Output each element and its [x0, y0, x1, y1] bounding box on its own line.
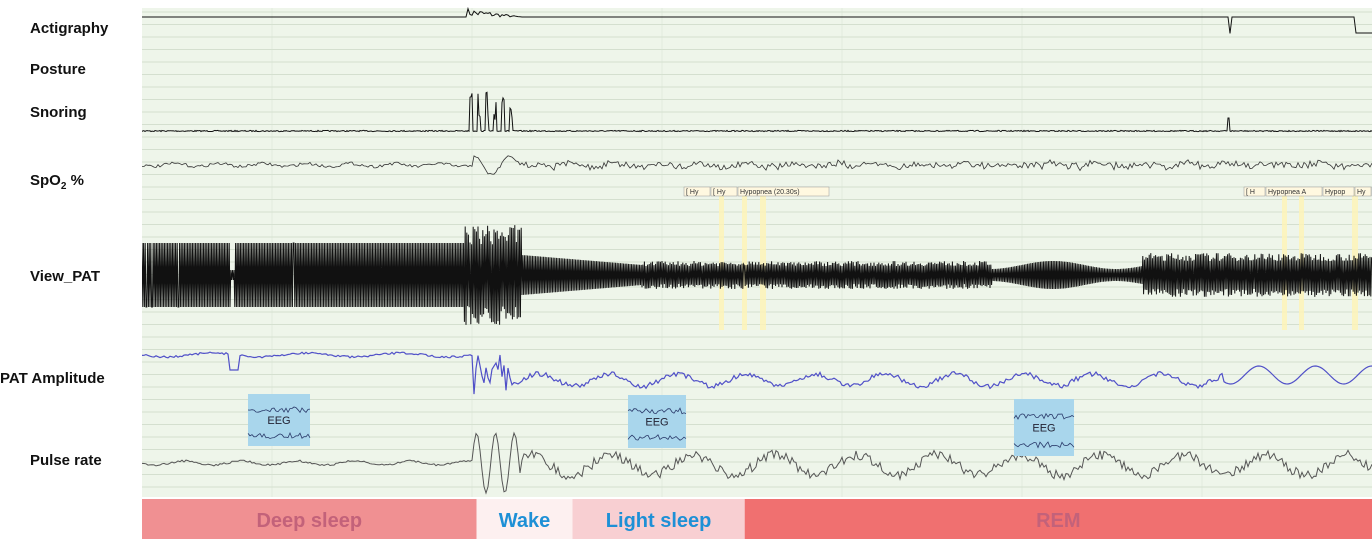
- eeg-trace: [247, 406, 311, 414]
- hypnogram-stage-label: Light sleep: [606, 510, 712, 532]
- hypnogram-stage-label: Deep sleep: [256, 510, 362, 532]
- event-tag: [1265, 186, 1323, 197]
- event-tag: [1243, 186, 1266, 197]
- event-marker-band: [1282, 190, 1287, 330]
- event-tag-label: Hypopnea A: [1268, 189, 1306, 196]
- hypnogram-segment: [476, 499, 573, 539]
- channel-label-spo2: SpO2 %: [30, 172, 84, 192]
- channel-label-view-pat: View_PAT: [30, 268, 101, 285]
- channel-label-actigraphy: Actigraphy: [30, 20, 109, 37]
- channel-labels: Actigraphy Posture Snoring SpO2 % View_P…: [0, 0, 140, 539]
- eeg-inset-box: [628, 395, 686, 448]
- eeg-label: EEG: [1032, 423, 1055, 435]
- snoring-trace: [142, 91, 1372, 133]
- event-tag-label: Hy: [1357, 189, 1366, 196]
- event-marker-band: [760, 190, 766, 330]
- event-tag: [710, 186, 738, 197]
- event-tag-label: [ H: [1246, 189, 1255, 196]
- channel-label-posture: Posture: [30, 61, 86, 78]
- hypnogram-stage-label: REM: [1036, 510, 1080, 532]
- event-marker-band: [1352, 190, 1358, 330]
- channel-label-pat-amplitude: PAT Amplitude: [0, 370, 105, 387]
- eeg-label: EEG: [267, 415, 290, 427]
- event-tag-label: [ Hy: [686, 189, 699, 196]
- view-pat-trace: [142, 225, 1372, 325]
- spo2-trace: [142, 155, 1372, 175]
- eeg-trace: [627, 407, 687, 415]
- eeg-trace: [1013, 441, 1075, 449]
- event-tag: [683, 186, 711, 197]
- channel-label-pulse-rate: Pulse rate: [30, 452, 102, 469]
- event-marker-band: [719, 190, 724, 330]
- pat-amplitude-trace: [142, 351, 1372, 395]
- event-tag-label: Hypopnea (20.30s): [740, 189, 800, 196]
- pulse-rate-trace: [142, 431, 1372, 495]
- eeg-trace: [1013, 412, 1075, 420]
- eeg-inset: EEG: [627, 395, 687, 448]
- event-tag-label: [ Hy: [713, 189, 726, 196]
- event-tag-label: Hypop: [1325, 189, 1345, 196]
- eeg-label: EEG: [645, 417, 668, 429]
- hypnogram-segment: [572, 499, 745, 539]
- eeg-trace: [247, 431, 311, 439]
- eeg-inset: EEG: [247, 394, 311, 446]
- actigraphy-trace: [142, 6, 1372, 34]
- eeg-inset-box: [248, 394, 310, 446]
- eeg-inset: EEG: [1013, 399, 1075, 456]
- event-tag: [1322, 186, 1355, 197]
- event-tag: [737, 186, 830, 197]
- hypnogram-segment: [744, 499, 1372, 539]
- polysomnography-chart: EEG EEG EEG [ Hy [ Hy Hypopnea (20.30s) [ H Hyp…: [142, 6, 1372, 539]
- eeg-trace: [627, 434, 687, 441]
- eeg-inset-box: [1014, 399, 1074, 456]
- hypnogram-segment: [142, 499, 477, 539]
- event-marker-band: [742, 190, 747, 330]
- channel-label-snoring: Snoring: [30, 104, 87, 121]
- hypnogram-stage-label: Wake: [499, 510, 551, 532]
- event-tag: [1354, 186, 1372, 197]
